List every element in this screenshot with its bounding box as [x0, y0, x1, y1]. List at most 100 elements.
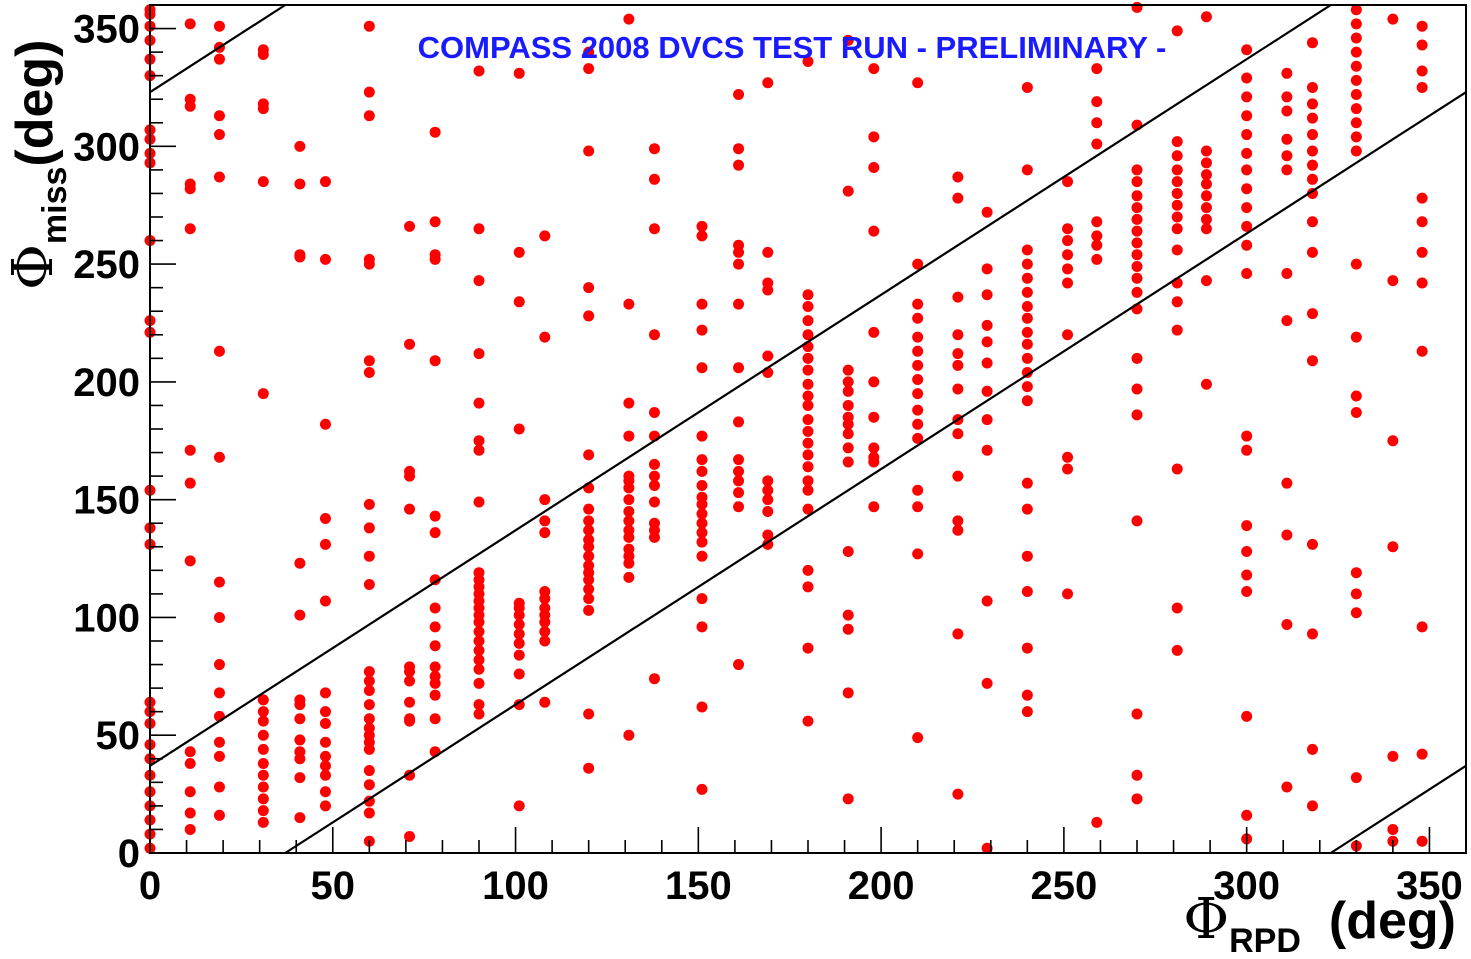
data-point: [1062, 263, 1074, 275]
data-point: [1350, 117, 1362, 129]
data-point: [762, 538, 774, 550]
data-point: [696, 220, 708, 232]
data-point: [473, 708, 485, 720]
data-point: [213, 345, 225, 357]
data-point: [842, 687, 854, 699]
data-point: [363, 550, 375, 562]
data-point: [319, 786, 331, 798]
data-point: [294, 249, 306, 261]
data-point: [539, 696, 551, 708]
data-point: [1091, 117, 1103, 129]
data-point: [868, 376, 880, 388]
data-point: [539, 527, 551, 539]
data-point: [1281, 150, 1293, 162]
data-point: [802, 301, 814, 313]
data-point: [513, 597, 525, 609]
data-point: [294, 772, 306, 784]
data-point: [1021, 381, 1033, 393]
data-point: [1200, 275, 1212, 287]
data-point: [1416, 20, 1428, 32]
chart-title: COMPASS 2008 DVCS TEST RUN - PRELIMINARY…: [418, 30, 1167, 65]
data-point: [802, 449, 814, 461]
data-point: [294, 694, 306, 706]
data-point: [802, 564, 814, 576]
data-point: [404, 465, 416, 477]
data-point: [1241, 220, 1253, 232]
data-point: [1200, 378, 1212, 390]
data-point: [429, 689, 441, 701]
data-point: [257, 694, 269, 706]
data-point: [1021, 258, 1033, 270]
cut-line: [149, 4, 1332, 767]
data-point: [733, 143, 745, 155]
data-point: [1171, 25, 1183, 37]
data-point: [473, 635, 485, 647]
data-point: [1131, 1, 1143, 13]
data-point: [257, 781, 269, 793]
data-point: [952, 788, 964, 800]
cut-line: [284, 91, 1467, 854]
data-point: [583, 762, 595, 774]
data-point: [981, 842, 993, 854]
data-point: [1350, 89, 1362, 101]
data-point: [623, 505, 635, 517]
data-point: [1387, 541, 1399, 553]
data-point: [404, 661, 416, 673]
data-point: [868, 442, 880, 454]
data-point: [213, 736, 225, 748]
data-point: [981, 263, 993, 275]
data-point: [583, 534, 595, 546]
data-point: [294, 140, 306, 152]
data-point: [363, 20, 375, 32]
data-point: [363, 366, 375, 378]
data-point: [1131, 249, 1143, 261]
data-point: [648, 329, 660, 341]
data-point: [184, 807, 196, 819]
data-point: [257, 388, 269, 400]
data-point: [1306, 187, 1318, 199]
data-point: [842, 376, 854, 388]
data-point: [696, 430, 708, 442]
data-point: [363, 684, 375, 696]
data-point: [733, 454, 745, 466]
data-point: [1306, 159, 1318, 171]
data-point: [583, 503, 595, 515]
data-point: [363, 355, 375, 367]
data-point: [473, 444, 485, 456]
data-point: [802, 378, 814, 390]
data-point: [802, 414, 814, 426]
data-point: [1062, 249, 1074, 261]
data-point: [733, 258, 745, 270]
data-point: [981, 677, 993, 689]
data-point: [842, 793, 854, 805]
data-point: [539, 635, 551, 647]
data-point: [842, 428, 854, 440]
data-point: [648, 143, 660, 155]
data-point: [1171, 644, 1183, 656]
data-point: [1281, 781, 1293, 793]
data-point: [733, 362, 745, 374]
data-point: [1062, 463, 1074, 475]
data-point: [513, 296, 525, 308]
x-tick-label: 150: [665, 864, 732, 908]
data-point: [1171, 223, 1183, 235]
data-point: [404, 713, 416, 725]
data-point: [513, 649, 525, 661]
data-point: [696, 324, 708, 336]
data-point: [1241, 183, 1253, 195]
data-point: [912, 404, 924, 416]
data-point: [1241, 569, 1253, 581]
data-point: [623, 13, 635, 25]
data-point: [1350, 588, 1362, 600]
data-point: [539, 602, 551, 614]
data-point: [1171, 602, 1183, 614]
data-point: [1131, 793, 1143, 805]
data-point: [404, 338, 416, 350]
data-point: [257, 715, 269, 727]
data-point: [1131, 383, 1143, 395]
data-point: [1131, 202, 1143, 214]
x-axis-symbol: Φ: [1183, 887, 1229, 952]
data-point: [1091, 63, 1103, 75]
data-point: [1021, 244, 1033, 256]
